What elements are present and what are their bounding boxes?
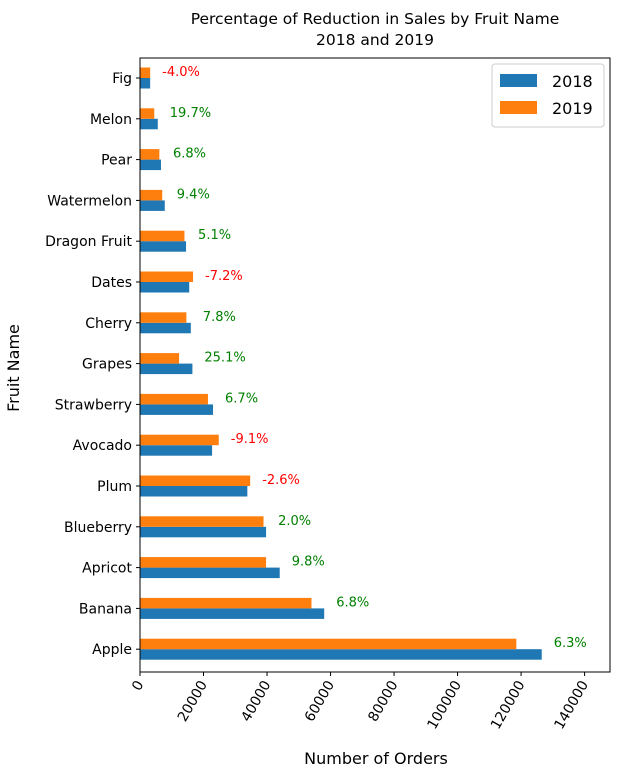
annotation-apricot: 9.8% — [292, 555, 325, 570]
x-tick-label-0: 0 — [129, 678, 147, 694]
bar-2018-dates — [140, 282, 190, 293]
y-tick-label-watermelon: Watermelon — [47, 193, 132, 209]
bar-2019-fig — [140, 67, 151, 78]
x-tick-label-80000: 80000 — [365, 678, 401, 725]
annotation-cherry: 7.8% — [203, 310, 236, 325]
legend-swatch-2019 — [500, 101, 537, 114]
x-tick-label-120000: 120000 — [488, 678, 529, 732]
legend-swatch-2018 — [500, 74, 537, 87]
bar-2019-melon — [140, 108, 155, 119]
bar-2019-banana — [140, 597, 312, 609]
bars-layer — [140, 67, 542, 660]
chart-subtitle: 2018 and 2019 — [316, 31, 434, 49]
bar-2018-avocado — [140, 445, 213, 456]
legend: 2018 2019 — [491, 63, 605, 128]
x-tick-label-100000: 100000 — [424, 678, 465, 732]
y-tick-label-grapes: Grapes — [82, 357, 132, 373]
annotation-apple: 6.3% — [554, 636, 587, 651]
x-tick-label-20000: 20000 — [175, 678, 211, 725]
bar-2019-strawberry — [140, 393, 208, 405]
x-tick-label-60000: 60000 — [302, 678, 338, 725]
annotation-avocado: -9.1% — [231, 432, 269, 447]
bar-2018-apple — [140, 649, 542, 660]
bar-2018-pear — [140, 159, 161, 171]
bar-2018-melon — [140, 118, 158, 130]
y-tick-label-dates: Dates — [91, 275, 132, 291]
y-axis: Fig Melon Pear Watermelon Dragon Fruit Dates C… — [45, 71, 140, 658]
y-tick-label-fig: Fig — [112, 71, 132, 87]
annotation-watermelon: 9.4% — [177, 187, 210, 202]
y-tick-label-pear: Pear — [101, 153, 132, 169]
bar-2019-plum — [140, 475, 251, 486]
y-tick-label-blueberry: Blueberry — [64, 520, 132, 536]
bar-2019-apple — [140, 638, 517, 650]
bar-2019-avocado — [140, 434, 219, 446]
y-tick-label-plum: Plum — [97, 479, 132, 495]
bar-2018-banana — [140, 608, 325, 619]
plot-frame — [139, 57, 611, 673]
annotation-melon: 19.7% — [170, 106, 211, 121]
annotation-grapes: 25.1% — [204, 351, 245, 366]
bar-2018-grapes — [140, 363, 193, 375]
bar-2018-strawberry — [140, 404, 214, 415]
y-axis-label: Fruit Name — [4, 324, 23, 412]
annotation-dates: -7.2% — [205, 269, 243, 284]
bar-2018-fig — [140, 78, 151, 89]
bar-2018-blueberry — [140, 526, 267, 538]
bar-2018-plum — [140, 486, 248, 497]
annotation-fig: -4.0% — [162, 65, 200, 80]
y-tick-label-banana: Banana — [79, 601, 132, 617]
annotation-blueberry: 2.0% — [278, 514, 311, 529]
y-tick-label-apple: Apple — [92, 642, 132, 658]
annotation-banana: 6.8% — [336, 595, 369, 610]
chart-title: Percentage of Reduction in Sales by Frui… — [191, 10, 560, 28]
bar-2019-grapes — [140, 353, 180, 364]
y-tick-label-apricot: Apricot — [82, 561, 132, 577]
bar-2018-cherry — [140, 322, 191, 334]
annotation-pear: 6.8% — [173, 147, 206, 162]
annotation-strawberry: 6.7% — [225, 391, 258, 406]
bar-2018-apricot — [140, 567, 280, 579]
bar-2019-dragon-fruit — [140, 230, 185, 242]
x-axis-label: Number of Orders — [304, 749, 448, 767]
y-tick-label-cherry: Cherry — [85, 316, 132, 332]
annotations-layer: -4.0% 19.7% 6.8% 9.4% 5.1% -7.2% 7.8% 25.1% 6.7%… — [162, 65, 587, 651]
bar-2019-apricot — [140, 557, 267, 568]
bar-2018-watermelon — [140, 200, 165, 211]
x-axis: 0 20000 40000 60000 80000 100000 120000 140000 — [129, 672, 592, 732]
annotation-dragon-fruit: 5.1% — [198, 228, 231, 243]
y-tick-label-dragon-fruit: Dragon Fruit — [45, 234, 132, 250]
x-tick-label-140000: 140000 — [551, 678, 592, 732]
bar-2018-dragon-fruit — [140, 241, 187, 252]
x-tick-label-40000: 40000 — [238, 678, 274, 725]
legend-label-2019: 2019 — [552, 99, 593, 118]
bar-2019-blueberry — [140, 516, 264, 527]
bar-2019-cherry — [140, 312, 187, 323]
bar-2019-watermelon — [140, 189, 163, 201]
legend-label-2018: 2018 — [552, 72, 593, 91]
annotation-plum: -2.6% — [262, 473, 300, 488]
bar-2019-dates — [140, 271, 194, 282]
bar-2019-pear — [140, 149, 160, 160]
y-tick-label-strawberry: Strawberry — [55, 397, 132, 413]
y-tick-label-melon: Melon — [90, 112, 132, 128]
y-tick-label-avocado: Avocado — [73, 438, 132, 454]
